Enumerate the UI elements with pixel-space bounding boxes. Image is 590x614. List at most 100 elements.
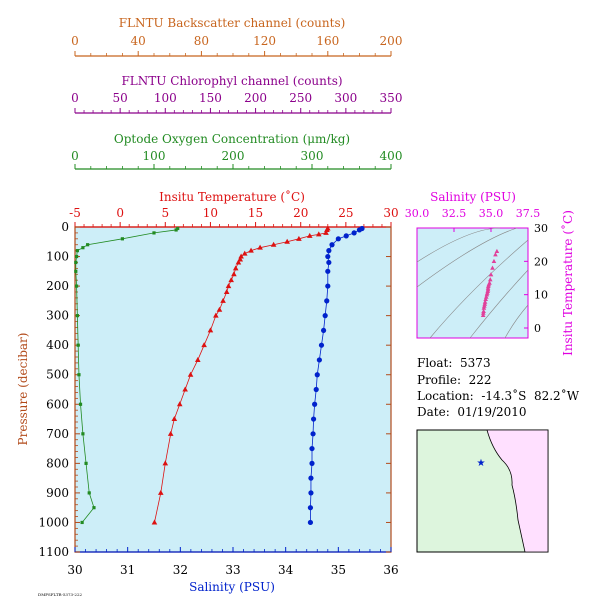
oxygen-ticks: 0 100 200 300 400 [71,149,402,169]
data-point [318,342,325,348]
tick-label: 0 [534,322,541,335]
data-point [320,327,327,334]
ts-point [481,308,486,314]
tick-label: 100 [46,250,69,264]
tick-label: 300 [334,91,357,105]
data-point [309,460,315,466]
ts-point [482,301,488,306]
ts-point [493,252,498,257]
data-point [316,357,322,363]
data-point [220,297,226,303]
temperature-series [151,225,331,525]
data-point [87,491,91,495]
data-point [216,306,223,312]
data-point [313,386,319,393]
float-location-icon: ★ [477,458,486,469]
ts-point [484,292,490,297]
data-point [80,520,84,525]
tick-label: 20 [293,206,308,220]
data-point [151,519,158,525]
data-point [74,260,78,265]
tick-label: 1000 [38,515,69,529]
tick-label: 120 [253,34,276,48]
location-text: Location: -14.3˚S 82.2˚W [417,389,580,403]
data-point [157,489,164,495]
tick-label: 200 [222,149,245,163]
tick-label: 15 [248,206,263,220]
data-point [228,277,234,283]
ts-title: Salinity (PSU) [430,190,516,204]
tick-label: 5 [161,206,169,220]
data-point [351,230,357,236]
data-point [309,445,315,452]
data-point [343,233,349,239]
data-point [308,475,314,481]
tick-label: 33 [225,563,240,577]
oxygen-series [74,226,180,525]
data-point [310,431,316,437]
tick-label: 10 [534,289,548,302]
tick-label: 30 [67,563,82,577]
data-point [312,401,318,407]
ts-point [483,296,488,302]
data-point [257,244,263,250]
tick-label: 800 [46,456,69,470]
data-point [120,237,124,241]
tick-label: 20 [534,255,548,268]
salinity-ticks: 30 31 32 33 34 35 36 [67,547,399,577]
tick-label: 700 [46,427,69,441]
data-point [74,269,78,273]
ts-density-contours [416,227,529,339]
data-point [76,343,80,347]
series-line [75,228,178,523]
ts-point [482,303,487,308]
tick-label: 150 [199,91,222,105]
temperature-ticks: -5 0 5 10 15 20 25 30 [69,206,399,227]
data-point [201,342,207,348]
coastline [486,429,549,553]
ts-x-ticks: 30.0 32.5 35.0 37.5 [405,207,541,232]
tick-label: 50 [113,91,128,105]
tick-label: 300 [301,149,324,163]
chlorophyll-axis-title: FLNTU Chlorophyl channel (counts) [121,74,342,88]
ts-y-axis-title: Insitu Temperature (˚C) [560,210,575,356]
data-point [322,313,328,319]
footer-code: DMPSFLTR-5373-222 [38,592,82,597]
data-point [241,250,248,256]
data-point [324,298,330,304]
backscatter-axis: FLNTU Backscatter channel (counts) 0 40 80… [71,16,402,57]
data-point [315,231,322,237]
tick-label: 35.0 [479,207,504,220]
tick-label: 350 [380,91,403,105]
tick-label: 34 [278,563,294,577]
data-point [329,242,335,248]
data-point [307,505,314,511]
tick-label: 0 [116,206,124,220]
data-point [78,402,83,406]
data-point [323,229,329,235]
data-point [92,506,96,510]
ts-point [481,305,487,310]
tick-label: 500 [46,368,69,382]
ts-plot-area [416,227,529,339]
ts-point [483,294,489,299]
tick-label: 300 [46,309,69,323]
data-point [235,259,242,265]
tick-label: 37.5 [516,207,541,220]
tick-label: 200 [244,91,267,105]
oxygen-axis-title: Optode Oxygen Concentration (μm/kg) [114,132,350,146]
chlorophyll-axis: FLNTU Chlorophyl channel (counts) 0 50 100… [71,74,403,114]
tick-label: 80 [194,34,209,48]
data-point [325,283,331,289]
tick-label: 0 [71,34,79,48]
tick-label: 40 [131,34,146,48]
data-point [356,227,362,233]
float-number: Float: 5373 [417,356,491,370]
tick-label: 100 [143,149,166,163]
data-point [174,228,178,232]
ts-point [485,287,491,292]
data-point [335,236,341,242]
data-point [162,460,169,466]
data-point [152,231,156,235]
tick-label: 160 [316,34,339,48]
